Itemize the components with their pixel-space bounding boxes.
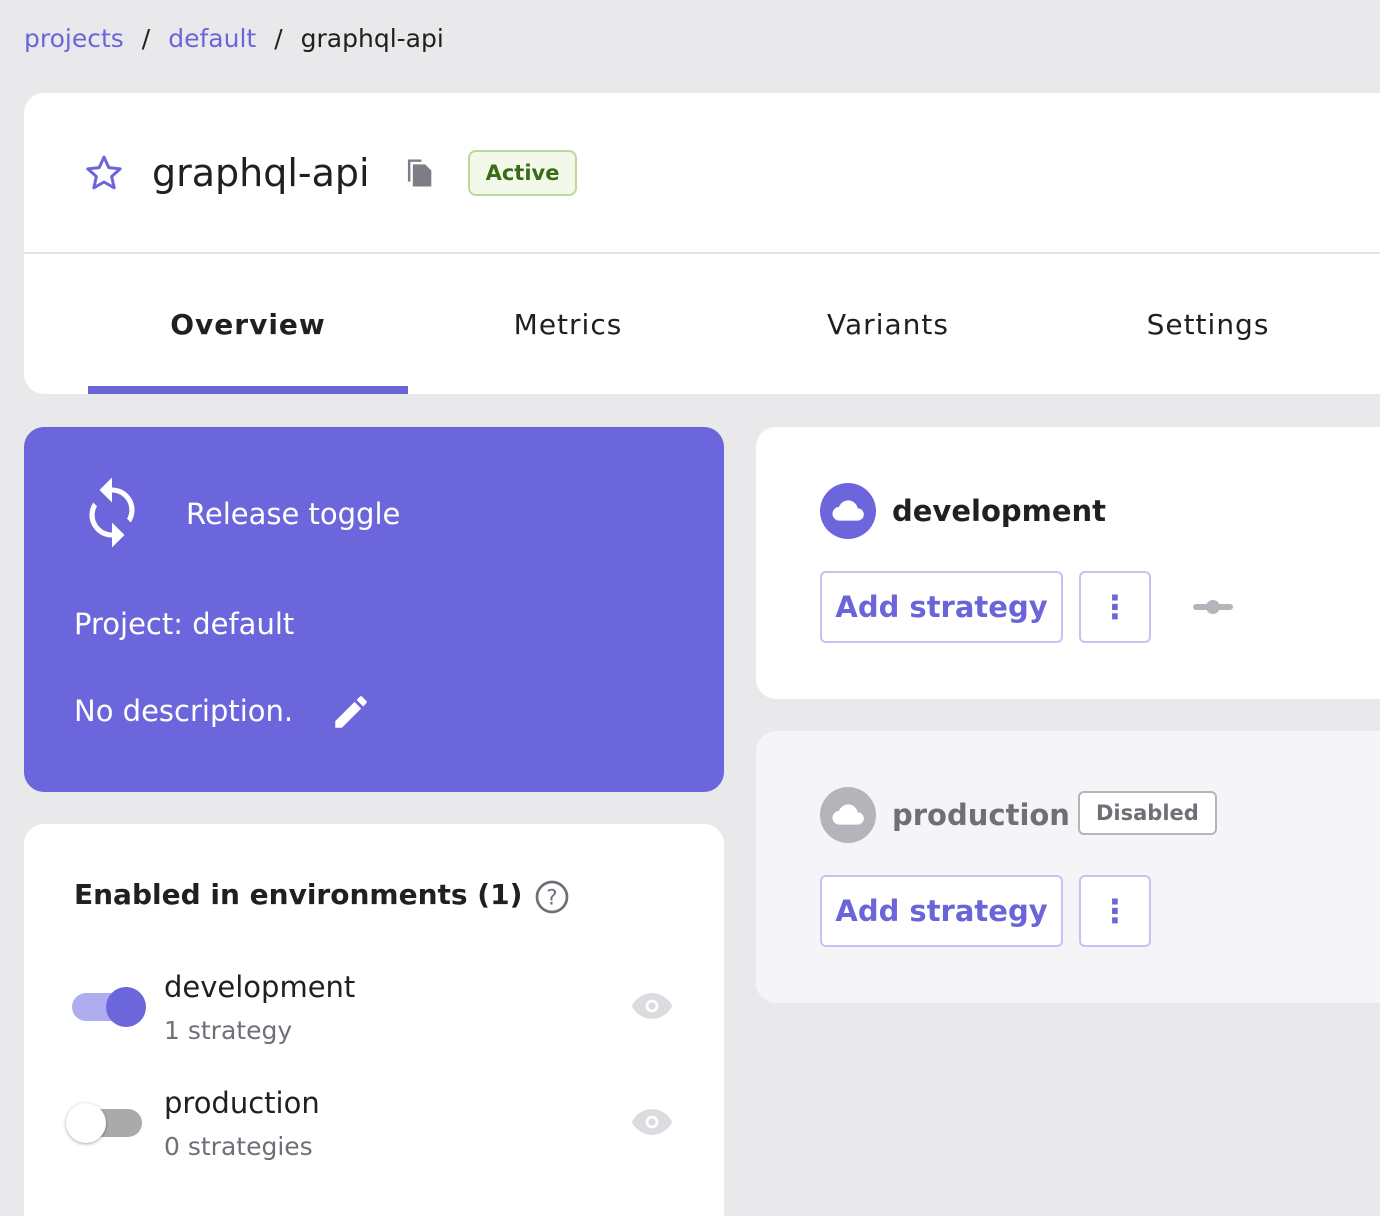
- add-strategy-button[interactable]: Add strategy: [820, 875, 1063, 947]
- env-title: development: [892, 494, 1107, 528]
- breadcrumb-default[interactable]: default: [168, 24, 257, 53]
- status-badge: Active: [467, 149, 578, 196]
- toggle-knob: [106, 987, 146, 1027]
- env-name: development: [164, 970, 356, 1004]
- eye-icon[interactable]: [630, 1106, 674, 1138]
- environment-production: production Disabled Add strategy ⋮: [756, 731, 1380, 1003]
- disabled-badge: Disabled: [1078, 791, 1217, 835]
- development-toggle[interactable]: [72, 987, 146, 1027]
- breadcrumb: projects / default / graphql-api: [24, 24, 444, 53]
- enabled-environments-card: Enabled in environments (1) ? developmen…: [24, 824, 724, 1216]
- toggle-knob: [66, 1103, 106, 1143]
- help-icon[interactable]: ?: [534, 879, 570, 915]
- drag-handle-icon[interactable]: [1192, 597, 1234, 617]
- breadcrumb-current: graphql-api: [300, 24, 444, 53]
- env-strategies: 0 strategies: [164, 1132, 313, 1161]
- copy-icon[interactable]: [404, 157, 434, 189]
- tab-variants[interactable]: Variants: [827, 308, 949, 341]
- project-label: Project: default: [74, 607, 295, 641]
- more-options-button[interactable]: ⋮: [1079, 875, 1151, 947]
- tab-settings[interactable]: Settings: [1146, 308, 1270, 341]
- edit-icon[interactable]: [330, 691, 372, 733]
- breadcrumb-projects[interactable]: projects: [24, 24, 124, 53]
- toggle-type: Release toggle: [186, 497, 401, 531]
- toggle-type-icon: [89, 477, 135, 548]
- tabs: Overview Metrics Variants Settings: [24, 254, 1380, 394]
- environment-development: development Add strategy ⋮: [756, 427, 1380, 699]
- feature-info-card: Release toggle Project: default No descr…: [24, 427, 724, 792]
- env-name: production: [164, 1086, 320, 1120]
- svg-text:?: ?: [546, 886, 557, 910]
- eye-icon[interactable]: [630, 990, 674, 1022]
- star-icon[interactable]: [84, 153, 124, 193]
- breadcrumb-separator: /: [274, 24, 283, 53]
- title-row: graphql-api Active: [24, 93, 1380, 254]
- description: No description.: [74, 694, 294, 728]
- more-options-button[interactable]: ⋮: [1079, 571, 1151, 643]
- feature-header: graphql-api Active Overview Metrics Vari…: [24, 93, 1380, 394]
- tab-metrics[interactable]: Metrics: [513, 308, 623, 341]
- page-title: graphql-api: [152, 150, 370, 195]
- env-title: production: [892, 798, 1070, 832]
- enabled-title: Enabled in environments (1): [74, 878, 523, 911]
- breadcrumb-separator: /: [141, 24, 151, 53]
- production-toggle[interactable]: [66, 1103, 142, 1143]
- add-strategy-button[interactable]: Add strategy: [820, 571, 1063, 643]
- cloud-icon: [820, 787, 876, 843]
- tab-overview[interactable]: Overview: [88, 254, 408, 394]
- env-strategies: 1 strategy: [164, 1016, 293, 1045]
- cloud-icon: [820, 483, 876, 539]
